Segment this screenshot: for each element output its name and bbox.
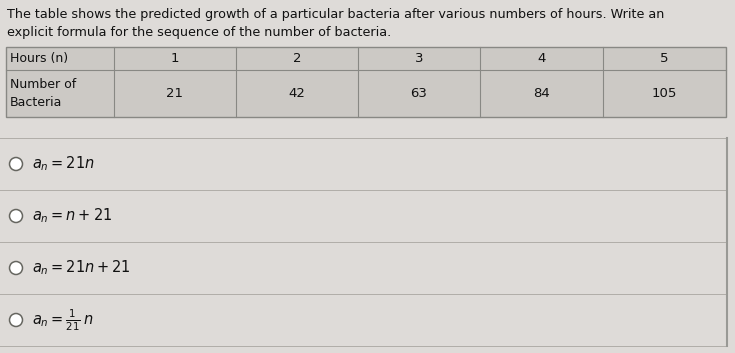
Text: $a_n = \frac{1}{21}\,n$: $a_n = \frac{1}{21}\,n$: [32, 307, 93, 333]
Text: Hours (n): Hours (n): [10, 52, 68, 65]
Bar: [6, 47, 726, 117]
Text: explicit formula for the sequence of the number of bacteria.: explicit formula for the sequence of the…: [7, 26, 391, 39]
Bar: [114, 47, 236, 70]
Circle shape: [10, 157, 23, 170]
Text: The table shows the predicted growth of a particular bacteria after various numb: The table shows the predicted growth of …: [7, 8, 664, 21]
Text: 2: 2: [293, 52, 301, 65]
Text: $a_n = 21n + 21$: $a_n = 21n + 21$: [32, 259, 131, 277]
Text: Number of
Bacteria: Number of Bacteria: [10, 78, 76, 109]
Text: $a_n = 21n$: $a_n = 21n$: [32, 155, 95, 173]
Text: 63: 63: [411, 87, 428, 100]
Bar: [114, 70, 236, 117]
Circle shape: [10, 313, 23, 327]
Bar: [480, 70, 603, 117]
Text: $a_n = n + 21$: $a_n = n + 21$: [32, 207, 112, 225]
Circle shape: [10, 262, 23, 275]
Text: 105: 105: [652, 87, 677, 100]
Text: 42: 42: [289, 87, 306, 100]
Bar: [603, 70, 726, 117]
Text: 3: 3: [415, 52, 423, 65]
Text: 1: 1: [171, 52, 179, 65]
Bar: [603, 47, 726, 70]
Text: 84: 84: [533, 87, 550, 100]
Text: 5: 5: [660, 52, 669, 65]
Bar: [358, 70, 480, 117]
Bar: [6, 70, 114, 117]
Bar: [358, 47, 480, 70]
Bar: [236, 47, 358, 70]
Circle shape: [10, 209, 23, 222]
Bar: [6, 47, 114, 70]
Text: 21: 21: [167, 87, 184, 100]
Bar: [480, 47, 603, 70]
Bar: [236, 70, 358, 117]
Text: 4: 4: [537, 52, 545, 65]
